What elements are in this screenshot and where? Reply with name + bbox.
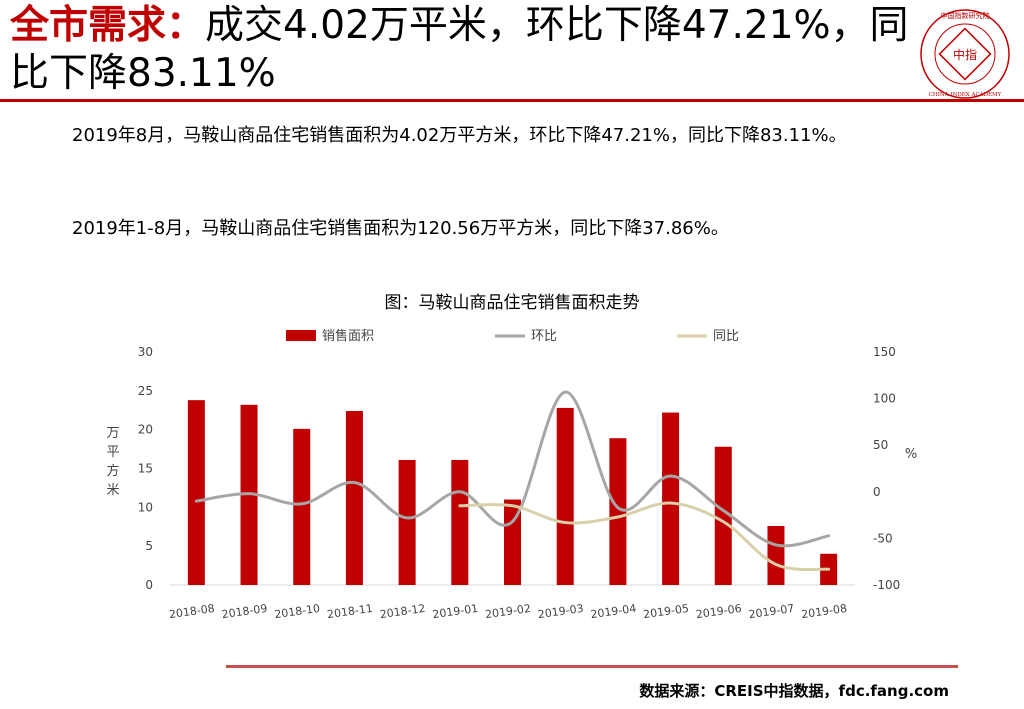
bar-sales-area [767,525,785,585]
summary-paragraph-2: 2019年1-8月，马鞍山商品住宅销售面积为120.56万平方米，同比下降37.… [72,218,729,239]
left-axis-tick-label: 10 [138,500,153,514]
x-axis-tick-label: 2019-08 [801,602,848,621]
x-axis-tick-label: 2018-10 [274,602,321,621]
right-axis-tick-label: -50 [873,531,893,545]
x-axis-tick-label: 2019-04 [590,602,637,621]
footer-divider [226,665,958,668]
bar-sales-area [556,407,574,585]
x-axis-tick-label: 2018-08 [168,602,215,621]
data-source: 数据来源：CREIS中指数据，fdc.fang.com [639,682,949,700]
left-axis-tick-label: 15 [138,462,153,476]
legend-label-mom: 环比 [531,329,557,344]
slide-title: 全市需求：成交4.02万平米，环比下降47.21%，同比下降83.11% [10,2,910,98]
right-axis-label: % [905,447,917,462]
x-axis-tick-label: 2019-05 [642,602,689,621]
line-mom [194,390,831,548]
x-axis-tick-label: 2018-12 [379,602,426,621]
x-axis-tick-label: 2019-06 [695,602,742,621]
left-axis-tick-label: 20 [138,423,153,437]
left-axis-tick-label: 25 [138,384,153,398]
right-axis-tick-label: 50 [873,438,888,452]
bar-sales-area [609,438,627,585]
summary-paragraph-1: 2019年8月，马鞍山商品住宅销售面积为4.02万平方米，环比下降47.21%，… [72,125,847,146]
svg-text:中指: 中指 [953,47,977,62]
bar-sales-area [451,459,469,585]
title-divider [0,99,1024,102]
right-axis-tick-label: 100 [873,392,896,406]
china-index-academy-logo: 中指 中国指数研究院 CHINA INDEX ACADEMY [920,9,1010,99]
bar-sales-area [662,412,680,585]
svg-text:中国指数研究院: 中国指数研究院 [941,11,990,20]
bar-sales-area [398,459,416,585]
bar-sales-area [714,446,732,585]
right-axis-tick-label: 150 [873,345,896,359]
left-axis-label-char: 平 [106,445,119,460]
legend-label-sales: 销售面积 [322,328,374,344]
legend-label-yoy: 同比 [713,329,739,344]
sales-area-chart: 0 5 10 15 20 25 30 -100 -50 0 50 100 150 万平方米% 2018-08… [106,328,917,621]
x-axis-tick-label: 2019-07 [748,602,795,621]
left-axis-label-char: 方 [106,463,119,479]
x-axis-tick-label: 2019-03 [537,602,584,621]
right-axis-tick-label: 0 [873,485,881,499]
x-axis-tick-label: 2019-01 [432,602,479,621]
x-axis-tick-label: 2018-11 [326,602,373,621]
left-axis-tick-label: 30 [138,345,153,359]
bar-sales-area [345,411,363,585]
x-axis-tick-label: 2019-02 [484,602,531,621]
bar-sales-area [293,428,311,585]
title-text: 成交4.02万平米，环比下降47.21%，同比下降83.11% [10,3,909,96]
legend-swatch-sales [286,330,316,341]
svg-text:CHINA INDEX ACADEMY: CHINA INDEX ACADEMY [929,92,1002,98]
bar-sales-area [504,499,521,585]
left-axis-label-char: 米 [106,483,119,498]
x-axis-tick-label: 2018-09 [221,602,268,621]
bar-sales-area [187,400,205,585]
chart-title: 图：马鞍山商品住宅销售面积走势 [384,293,640,313]
title-keyword: 全市需求： [10,3,206,48]
left-axis-tick-label: 5 [145,539,153,553]
left-axis-tick-label: 0 [145,578,153,592]
right-axis-tick-label: -100 [873,578,900,592]
left-axis-label-char: 万 [106,426,119,441]
line-yoy [458,501,831,572]
